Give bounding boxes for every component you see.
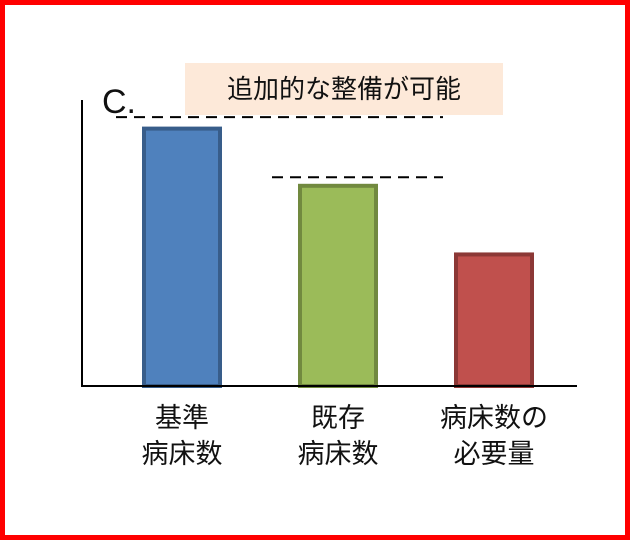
category-label-3-line-2: 必要量 xyxy=(454,439,535,470)
panel-label: C. xyxy=(102,83,136,121)
bar-1 xyxy=(142,126,222,388)
annotation-text: 追加的な整備が可能 xyxy=(227,75,461,105)
reference-lines xyxy=(116,116,443,179)
bars xyxy=(142,126,534,388)
category-label-2-line-2: 病床数 xyxy=(298,439,379,470)
bar-3 xyxy=(454,252,534,388)
category-label-3-line-1: 病床数の xyxy=(440,403,548,434)
category-label-1-line-1: 基準 xyxy=(155,403,209,434)
annotation-background xyxy=(185,63,503,115)
bar-2 xyxy=(298,183,378,388)
annotation-callout: 追加的な整備が可能 xyxy=(185,63,503,115)
category-label-1-line-2: 病床数 xyxy=(142,439,223,470)
category-label-2-line-1: 既存 xyxy=(311,403,365,434)
